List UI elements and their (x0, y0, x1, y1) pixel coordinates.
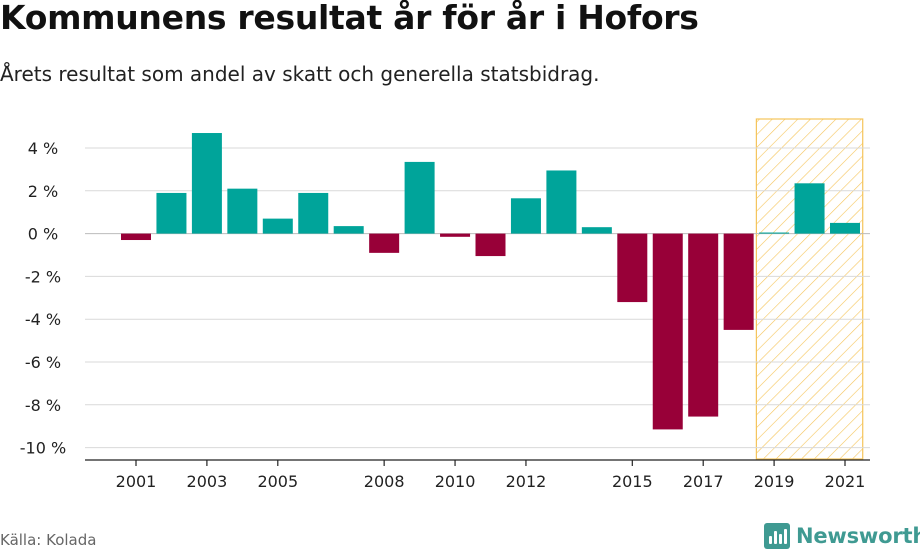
bar-2020 (794, 183, 825, 234)
x-tick-label: 2003 (187, 472, 228, 491)
chart-title: Kommunens resultat år för år i Hofors (0, 0, 699, 37)
bar-2005 (262, 218, 293, 234)
x-tick-label: 2001 (116, 472, 157, 491)
x-tick-label: 2008 (364, 472, 405, 491)
x-tick-label: 2019 (754, 472, 795, 491)
bar-2017 (688, 233, 719, 417)
chart-subtitle: Årets resultat som andel av skatt och ge… (0, 62, 600, 86)
bar-2008 (369, 233, 400, 253)
bar-2016 (652, 233, 683, 430)
bar-2021 (830, 222, 860, 234)
bar-2019 (759, 232, 790, 234)
bar-2015 (617, 233, 648, 303)
newsworthy-logo: Newsworthy (764, 520, 920, 552)
bar-2010 (440, 233, 471, 237)
x-tick-label: 2010 (435, 472, 476, 491)
y-tick-label: 2 % (28, 182, 58, 201)
bar-2001 (121, 233, 151, 241)
bar-2009 (404, 161, 435, 234)
bar-2011 (475, 233, 506, 257)
y-tick-label: 4 % (28, 139, 58, 158)
bar-2018 (723, 233, 754, 330)
x-tick-label: 2017 (683, 472, 724, 491)
source-note: Källa: Kolada (0, 531, 97, 549)
y-tick-label: 0 % (28, 225, 58, 244)
y-tick-label: -8 % (25, 396, 61, 415)
bar-chart: 4 % 2 % 0 % -2 % -4 % -6 % -8 % -10 % 2001 2003 20… (20, 118, 870, 491)
bar-2012 (510, 198, 541, 234)
bar-2014 (581, 227, 612, 234)
newsworthy-logo-text: Newsworthy (796, 524, 920, 548)
bar-2002 (156, 192, 187, 234)
bar-2013 (546, 170, 577, 234)
x-tick-label: 2012 (506, 472, 547, 491)
bar-2004 (227, 188, 258, 234)
x-tick-label: 2015 (612, 472, 653, 491)
bar-2007 (333, 226, 364, 234)
y-tick-label: -6 % (25, 353, 61, 372)
bar-2003 (191, 133, 222, 234)
y-tick-label: -2 % (25, 267, 61, 286)
x-tick-label: 2021 (825, 472, 866, 491)
x-tick-label: 2005 (257, 472, 298, 491)
forecast-highlight-area (755, 118, 864, 460)
newsworthy-logo-icon (764, 523, 790, 549)
y-tick-label: -10 % (20, 439, 66, 458)
bar-2006 (298, 192, 329, 234)
y-tick-label: -4 % (25, 310, 61, 329)
